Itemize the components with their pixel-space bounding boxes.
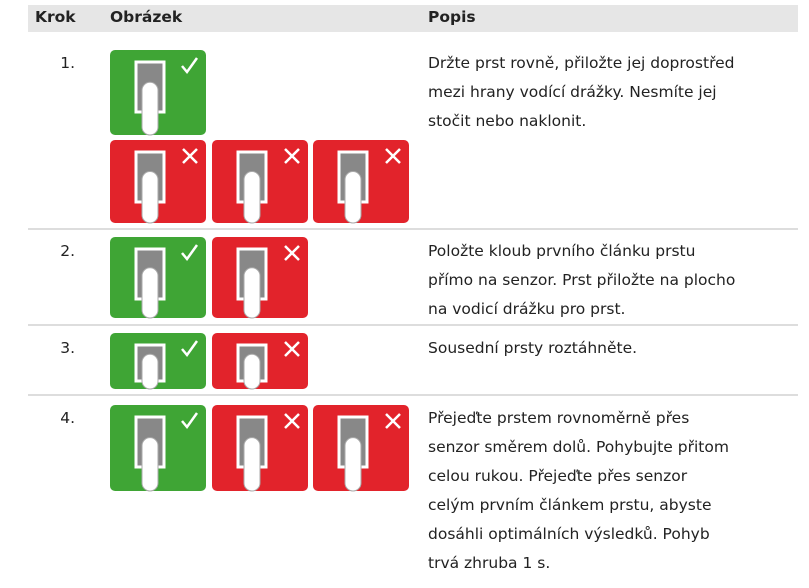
- cross-mark: [182, 148, 198, 164]
- description-line: Držte prst rovně, přiložte jej doprostře…: [428, 54, 735, 72]
- check-mark: [181, 244, 199, 262]
- cross-mark: [385, 148, 401, 164]
- correct-icon: [110, 50, 206, 136]
- check-mark: [181, 57, 199, 75]
- step-number: 2.: [60, 242, 75, 260]
- wrong-icon: [110, 140, 206, 224]
- header-cell: Obrázek: [110, 8, 183, 26]
- description-line: dosáhli optimálních výsledků. Pohyb: [428, 525, 710, 543]
- correct-icon: [110, 405, 206, 492]
- description-line: Přejeďte prstem rovnoměrně přes: [428, 409, 690, 427]
- wrong-icon: [212, 140, 308, 224]
- cross-mark: [284, 341, 300, 357]
- description-line: celou rukou. Přejeďte přes senzor: [428, 467, 688, 485]
- description-line: stočit nebo naklonit.: [428, 112, 587, 130]
- description-line: Sousední prsty roztáhněte.: [428, 339, 638, 357]
- check-mark: [181, 340, 199, 358]
- step-number: 4.: [60, 409, 75, 427]
- wrong-icon: [313, 140, 409, 224]
- cross-mark: [284, 245, 300, 261]
- correct-icon: [110, 333, 206, 390]
- description-line: celým prvním článkem prstu, abyste: [428, 496, 712, 514]
- wrong-icon: [313, 405, 409, 492]
- wrong-icon: [212, 405, 308, 492]
- description-line: Položte kloub prvního článku prstu: [428, 242, 696, 260]
- wrong-icon: [212, 333, 308, 390]
- finger: [243, 437, 261, 492]
- finger: [141, 171, 159, 224]
- description-line: na vodicí drážku pro prst.: [428, 300, 626, 318]
- description-line: senzor směrem dolů. Pohybujte přitom: [428, 438, 729, 456]
- header-background: [28, 5, 798, 32]
- cross-mark: [284, 148, 300, 164]
- step-number: 1.: [60, 54, 75, 72]
- correct-icon: [110, 237, 206, 319]
- finger: [344, 437, 362, 492]
- step-number: 3.: [60, 339, 75, 357]
- finger: [141, 353, 159, 390]
- description-line: přímo na senzor. Prst přiložte na plocho: [428, 271, 736, 289]
- finger: [141, 81, 159, 136]
- header-cell: Popis: [428, 8, 476, 26]
- description-line: mezi hrany vodící drážky. Nesmíte jej: [428, 83, 717, 101]
- finger: [243, 267, 261, 319]
- finger: [141, 437, 159, 492]
- cross-mark: [284, 413, 300, 429]
- finger: [344, 171, 362, 224]
- cross-mark: [385, 413, 401, 429]
- header-cell: Krok: [35, 8, 76, 26]
- check-mark: [181, 412, 199, 430]
- description-line: trvá zhruba 1 s.: [428, 554, 551, 572]
- wrong-icon: [212, 237, 308, 319]
- finger: [243, 171, 261, 224]
- finger: [243, 353, 261, 390]
- finger: [141, 267, 159, 319]
